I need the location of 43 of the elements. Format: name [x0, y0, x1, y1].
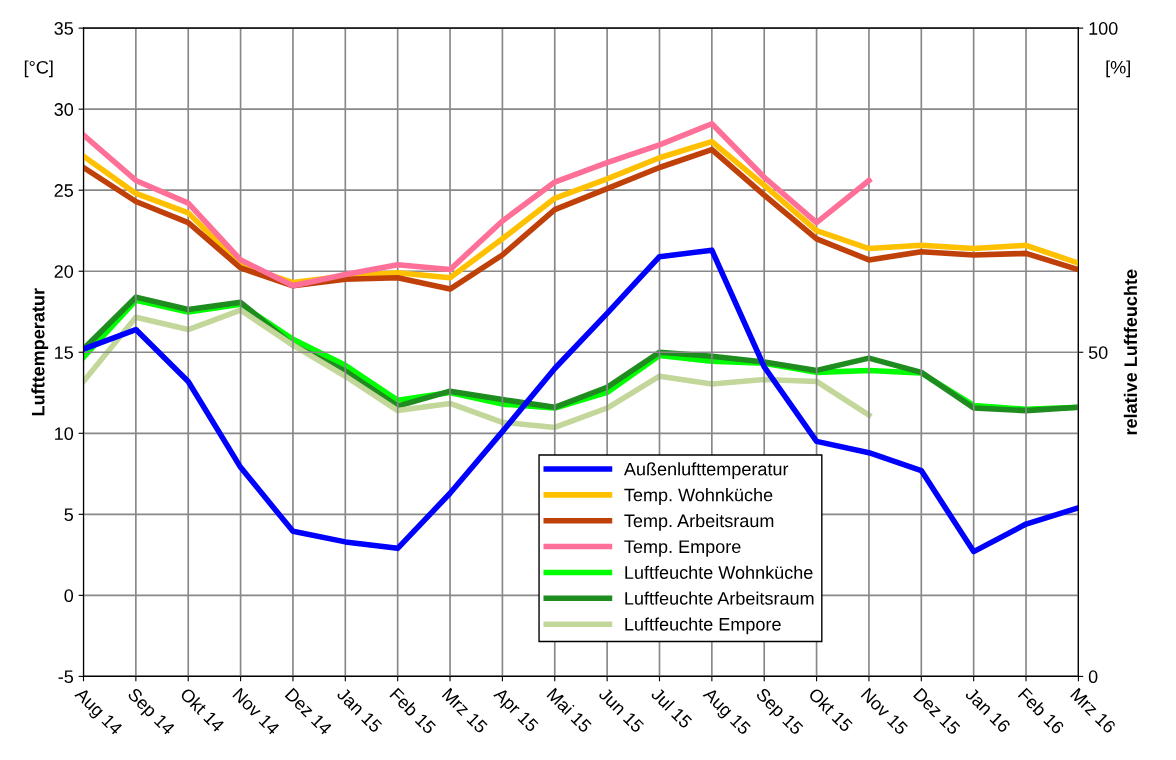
y-tick-label: 5 [64, 508, 74, 522]
x-tick-label: Dez 15 [912, 687, 961, 736]
x-tick-label: Feb 15 [389, 687, 437, 735]
text: [%] [1106, 60, 1130, 78]
x-tick-label: Jun 15 [597, 686, 645, 734]
y-tick-label: 0 [64, 589, 74, 603]
legend-label: Luftfeuchte Empore [625, 617, 781, 635]
x-tick-label: Mai 15 [546, 687, 593, 734]
x-tick-label: Jul 15 [650, 686, 694, 730]
legend-label: Temp. Empore [624, 540, 741, 557]
legend-label: Luftfeuchte Arbeitsraum [625, 591, 814, 605]
x-tick-label: Mrz 15 [441, 687, 489, 734]
y-tick-label: 30 [54, 103, 74, 116]
text: [°C] [24, 60, 53, 78]
x-tick-label: Sep 15 [752, 687, 804, 738]
x-tick-label: Sep 14 [124, 687, 176, 739]
y-tick-label: -5 [58, 670, 74, 684]
x-tick-label: Mrz 16 [1070, 687, 1117, 734]
y-tick-label: 25 [54, 184, 74, 197]
x-tick-label: Okt 15 [807, 686, 854, 733]
x-tick-label: Aug 14 [71, 686, 124, 739]
y-tick-label: 15 [55, 346, 74, 359]
x-tick-label: Okt 14 [179, 686, 226, 733]
y-axis-title: Lufttemperatur [31, 288, 49, 416]
y-tick-label: 10 [55, 427, 74, 441]
x-tick-label: Jan 16 [964, 686, 1012, 734]
x-tick-label: Jan 15 [336, 686, 383, 734]
y-tick-label: 35 [54, 22, 74, 35]
x-tick-label: Apr 15 [490, 686, 540, 736]
y2-tick-label: 0 [1088, 670, 1098, 684]
x-tick-label: Nov 15 [860, 687, 909, 736]
y-tick-label: 20 [54, 265, 74, 278]
legend-label: Luftfeuchte Wohnküche [625, 565, 813, 579]
y2-tick-label: 50 [1088, 346, 1108, 359]
legend-label: Temp. Arbeitsraum [624, 513, 774, 531]
x-tick-label: Feb 16 [1017, 687, 1066, 735]
x-tick-label: Dez 14 [284, 687, 333, 736]
legend-label: Außenlufttemperatur [623, 462, 789, 480]
x-tick-label: Nov 14 [232, 687, 281, 736]
y2-tick-label: 100 [1089, 22, 1118, 35]
x-tick-label: Aug 15 [699, 686, 752, 738]
y2-axis-title: relative Luftfeuchte [1123, 269, 1138, 435]
legend-label: Temp. Wohnküche [624, 488, 773, 505]
